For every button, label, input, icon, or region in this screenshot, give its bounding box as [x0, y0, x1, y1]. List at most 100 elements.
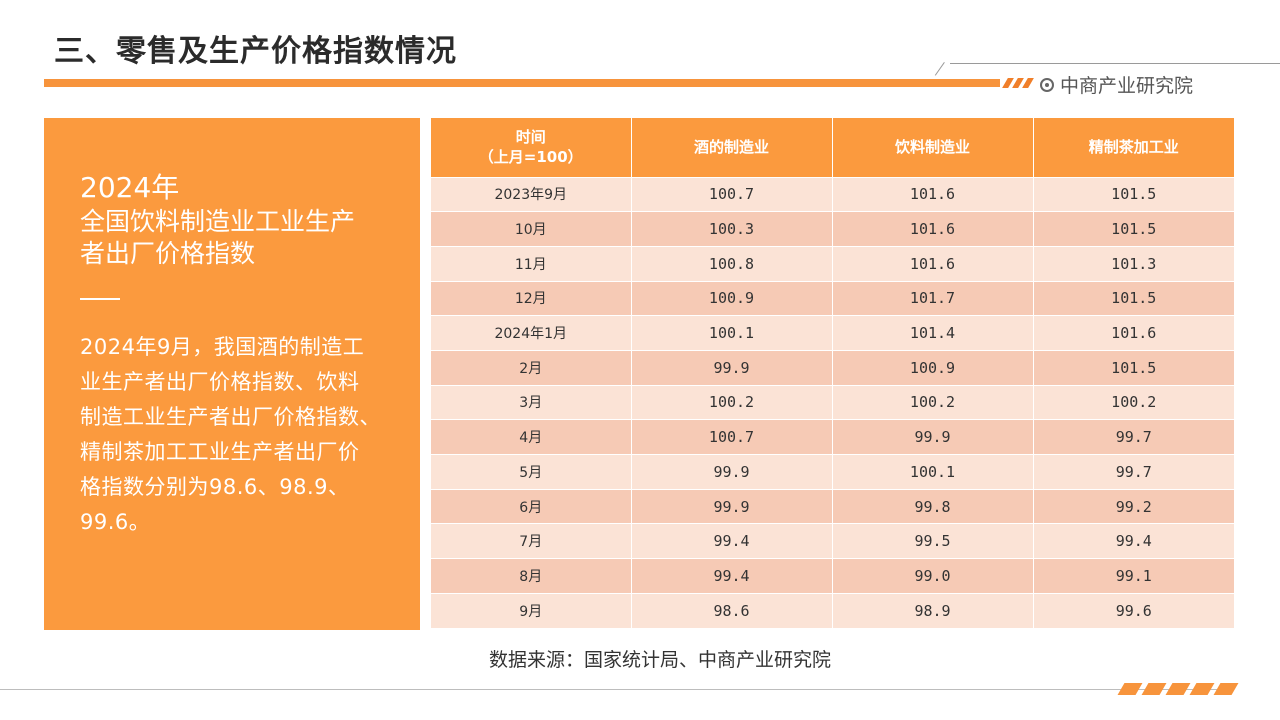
cell-time: 6月	[431, 488, 632, 524]
panel-body-line: 精制茶加工工业生产者出厂价	[80, 440, 360, 464]
cell-tea: 99.7	[1033, 454, 1234, 490]
cell-beverage: 101.6	[832, 245, 1034, 282]
cell-tea: 101.5	[1033, 349, 1234, 386]
source-note: 数据来源：国家统计局、中商产业研究院	[488, 649, 831, 671]
cell-time: 4月	[431, 419, 632, 455]
table-row: 2024年1月 100.1 101.4 101.6	[431, 315, 1234, 351]
page-title: 三、零售及生产价格指数情况	[54, 34, 457, 69]
cell-liquor: 100.7	[631, 419, 833, 455]
cell-beverage: 99.9	[832, 419, 1034, 455]
footer-line	[0, 689, 1230, 690]
panel-heading-line: 全国饮料制造业工业生产	[80, 207, 356, 236]
cell-liquor: 99.9	[631, 454, 833, 490]
cell-tea: 101.5	[1033, 211, 1234, 247]
cell-beverage: 101.7	[832, 280, 1034, 316]
panel-divider	[80, 298, 120, 300]
cell-beverage: 100.1	[832, 454, 1034, 490]
cell-tea: 99.4	[1033, 523, 1234, 559]
cell-liquor: 100.3	[631, 211, 833, 247]
cell-time: 10月	[431, 211, 632, 247]
cell-time: 8月	[431, 558, 632, 594]
cell-liquor: 100.9	[631, 280, 833, 316]
cell-beverage: 101.4	[832, 315, 1034, 351]
header-stripe	[1022, 78, 1034, 88]
cell-beverage: 100.9	[832, 349, 1034, 386]
column-header-time-line: 时间	[515, 128, 546, 147]
cell-time: 2024年1月	[431, 315, 632, 351]
column-header-time-line: （上月=100）	[478, 148, 583, 167]
cell-time: 3月	[431, 384, 632, 420]
cell-liquor: 100.2	[631, 384, 833, 420]
column-header-beverage: 饮料制造业	[832, 118, 1034, 177]
panel-body-line: 格指数分别为98.6、98.9、	[80, 475, 350, 499]
cell-beverage: 100.2	[832, 384, 1034, 420]
cell-time: 12月	[431, 280, 632, 316]
cell-liquor: 100.7	[631, 176, 833, 212]
cell-tea: 99.7	[1033, 419, 1234, 455]
cell-tea: 100.2	[1033, 384, 1234, 420]
cell-liquor: 99.4	[631, 523, 833, 559]
header-divider-line	[950, 63, 1280, 64]
cell-tea: 101.5	[1033, 280, 1234, 316]
cell-time: 2023年9月	[431, 176, 632, 212]
cell-beverage: 99.0	[832, 558, 1034, 594]
table-row: 5月 99.9 100.1 99.7	[431, 454, 1234, 490]
footer-stripe	[1189, 683, 1215, 695]
panel-year: 2024年	[80, 171, 180, 204]
table-row: 11月 100.8 101.6 101.3	[431, 245, 1234, 282]
title-underline-bar	[44, 79, 1000, 87]
cell-tea: 101.3	[1033, 245, 1234, 282]
table-row: 3月 100.2 100.2 100.2	[431, 384, 1234, 420]
panel-body-line: 制造工业生产者出厂价格指数、	[80, 405, 381, 429]
cell-liquor: 99.9	[631, 488, 833, 524]
footer-stripe	[1141, 683, 1167, 695]
table-row: 2023年9月 100.7 101.6 101.5	[431, 176, 1234, 212]
footer-stripes	[1115, 683, 1240, 695]
table-row: 10月 100.3 101.6 101.5	[431, 211, 1234, 247]
table-row: 9月 98.6 98.9 99.6	[431, 592, 1234, 628]
summary-panel: 2024年 全国饮料制造业工业生产 者出厂价格指数 2024年9月，我国酒的制造…	[44, 118, 420, 630]
brand-logo-icon	[1040, 77, 1054, 92]
table-header-row: 时间 （上月=100） 酒的制造业 饮料制造业 精制茶加工业	[431, 118, 1234, 177]
cell-tea: 99.6	[1033, 592, 1234, 628]
cell-beverage: 101.6	[832, 176, 1034, 212]
table-row: 6月 99.9 99.8 99.2	[431, 488, 1234, 524]
footer-stripe	[1213, 683, 1239, 695]
footer-stripe	[1117, 683, 1143, 695]
cell-time: 11月	[431, 245, 632, 282]
table-row: 12月 100.9 101.7 101.5	[431, 280, 1234, 316]
header-divider-slant	[934, 62, 945, 76]
column-header-liquor: 酒的制造业	[631, 118, 833, 177]
table-row: 2月 99.9 100.9 101.5	[431, 349, 1234, 386]
brand-name: 中商产业研究院	[1060, 75, 1194, 97]
panel-body: 2024年9月，我国酒的制造工 业生产者出厂价格指数、饮料 制造工业生产者出厂价…	[80, 330, 396, 540]
cell-tea: 101.5	[1033, 176, 1234, 212]
cell-beverage: 101.6	[832, 211, 1034, 247]
cell-tea: 99.1	[1033, 558, 1234, 594]
cell-beverage: 99.5	[832, 523, 1034, 559]
cell-beverage: 99.8	[832, 488, 1034, 524]
panel-heading: 全国饮料制造业工业生产 者出厂价格指数	[80, 206, 396, 270]
cell-tea: 101.6	[1033, 315, 1234, 351]
column-header-tea: 精制茶加工业	[1033, 118, 1234, 177]
header-stripes	[1002, 78, 1034, 90]
cell-liquor: 100.1	[631, 315, 833, 351]
panel-heading-line: 者出厂价格指数	[80, 239, 256, 268]
panel-body-line: 2024年9月，我国酒的制造工	[80, 335, 365, 359]
cell-time: 5月	[431, 454, 632, 490]
brand: 中商产业研究院	[1040, 71, 1193, 98]
cell-time: 9月	[431, 592, 632, 628]
cell-liquor: 99.9	[631, 349, 833, 386]
cell-time: 2月	[431, 349, 632, 386]
price-index-table: 时间 （上月=100） 酒的制造业 饮料制造业 精制茶加工业 2023年9月 10…	[431, 118, 1234, 628]
footer-stripe	[1165, 683, 1191, 695]
panel-body-line: 业生产者出厂价格指数、饮料	[80, 370, 360, 394]
panel-body-line: 99.6。	[80, 510, 151, 534]
cell-liquor: 98.6	[631, 592, 833, 628]
cell-beverage: 98.9	[832, 592, 1034, 628]
cell-tea: 99.2	[1033, 488, 1234, 524]
cell-time: 7月	[431, 523, 632, 559]
table-row: 8月 99.4 99.0 99.1	[431, 558, 1234, 594]
table-row: 4月 100.7 99.9 99.7	[431, 419, 1234, 455]
column-header-time: 时间 （上月=100）	[431, 118, 632, 177]
